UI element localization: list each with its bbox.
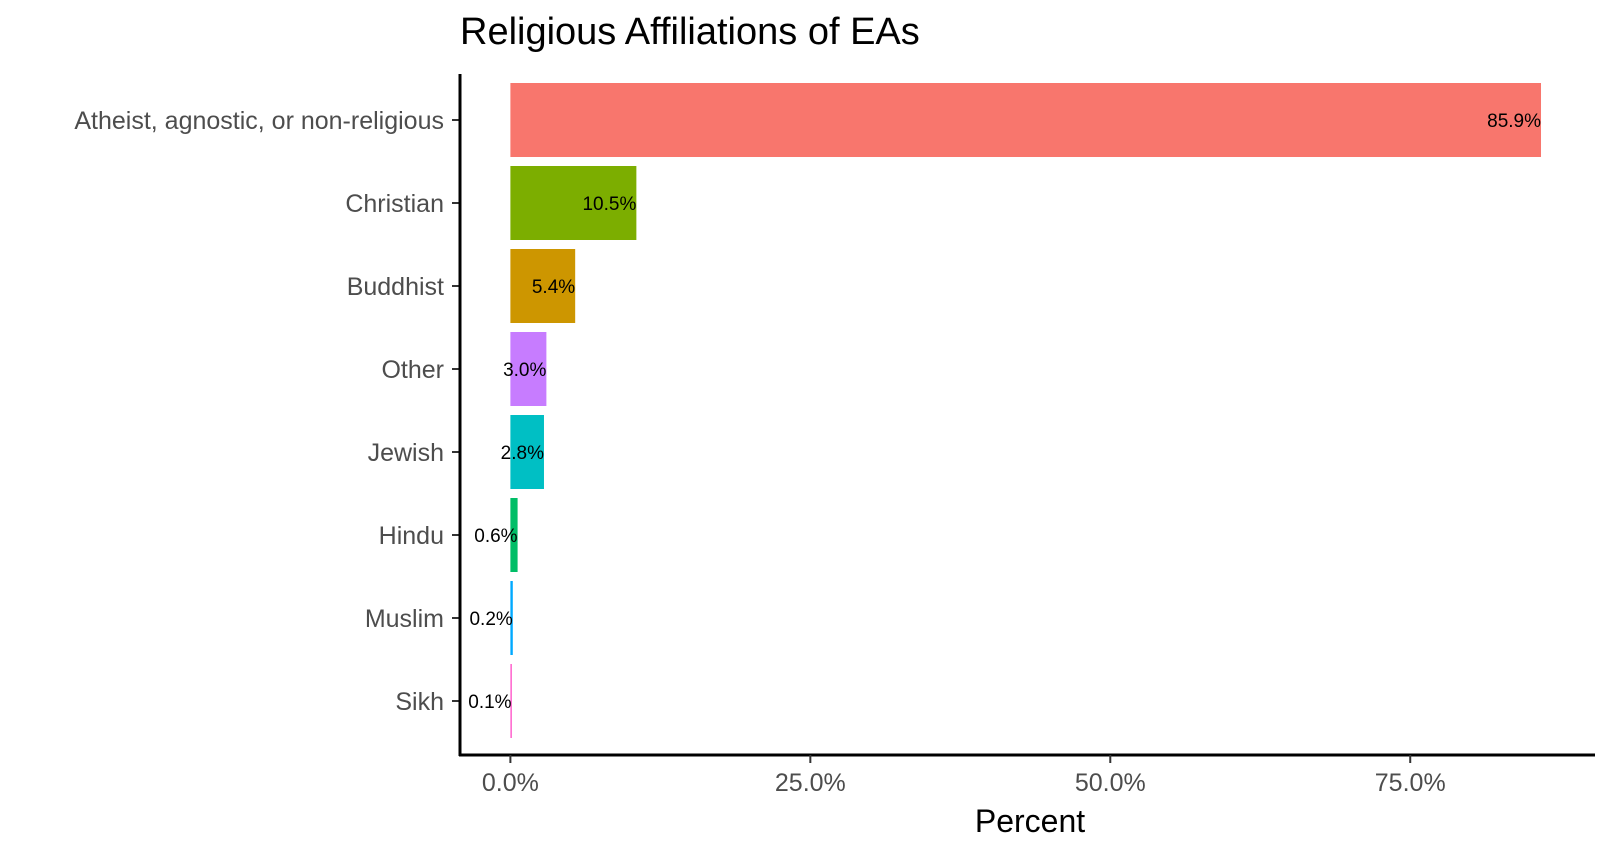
data-label: 10.5% [582, 194, 636, 215]
x-axis-title: Percent [975, 803, 1085, 839]
x-tick-label: 75.0% [1375, 769, 1446, 797]
y-tick-label: Muslim [365, 605, 444, 633]
bar-buddhist [510, 249, 576, 323]
y-axis: Atheist, agnostic, or non-religious Chris… [74, 74, 462, 756]
y-tick-label: Jewish [368, 439, 444, 467]
bar-sikh [510, 664, 512, 738]
x-tick-label: 50.0% [1075, 769, 1146, 797]
x-tick-label: 0.0% [482, 769, 539, 797]
bar-muslim [510, 581, 513, 655]
bar-hindu [510, 498, 518, 572]
bar-other [510, 332, 547, 406]
y-tick-label: Christian [345, 190, 444, 218]
bars-layer [510, 83, 1542, 738]
data-label: 0.2% [469, 609, 512, 630]
data-label: 85.9% [1487, 111, 1541, 132]
bar-atheist-agnostic-or-non-religious [510, 83, 1542, 157]
data-label: 2.8% [501, 443, 544, 464]
data-labels-layer: 85.9% 10.5% 5.4% 3.0% 2.8% 0.6% 0.2% 0.1% [468, 111, 1541, 713]
chart-title: Religious Affiliations of EAs [460, 11, 920, 53]
data-label: 0.1% [468, 692, 511, 713]
bar-christian [510, 166, 637, 240]
y-tick-label: Hindu [379, 522, 444, 550]
y-tick-label: Atheist, agnostic, or non-religious [74, 107, 444, 135]
x-tick-label: 25.0% [775, 769, 846, 797]
data-label: 0.6% [474, 526, 517, 547]
y-tick-label: Buddhist [347, 273, 444, 301]
y-tick-label: Other [381, 356, 444, 384]
x-axis: 0.0% 25.0% 50.0% 75.0% [459, 753, 1595, 797]
y-tick-label: Sikh [395, 688, 444, 716]
bar-jewish [510, 415, 544, 489]
data-label: 5.4% [532, 277, 575, 298]
data-label: 3.0% [503, 360, 546, 381]
